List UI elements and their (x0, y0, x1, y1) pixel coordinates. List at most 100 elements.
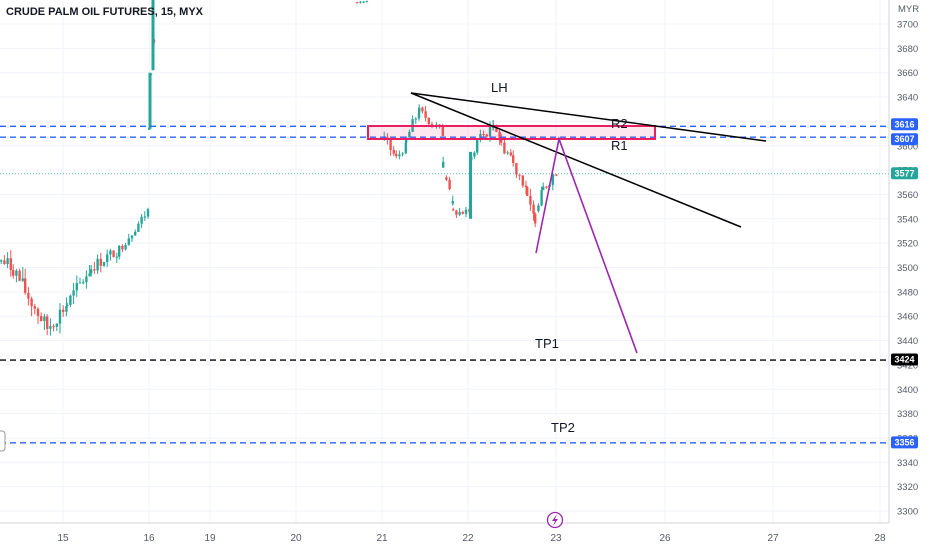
candle-body (482, 134, 485, 136)
candle-body (75, 283, 78, 291)
price-badge-text: 3424 (894, 355, 914, 365)
chart-title: CRUDE PALM OIL FUTURES, 15, MYX (6, 6, 204, 18)
candle-body (143, 216, 146, 218)
candle-body (30, 298, 33, 307)
candle-body (40, 315, 43, 321)
y-tick-label: 3460 (897, 312, 918, 323)
candle-body (492, 126, 495, 128)
trendline-upper[interactable] (410, 92, 767, 142)
candle-body (389, 139, 392, 150)
candle-body (448, 179, 451, 190)
candle-body (69, 295, 72, 305)
candle-body (24, 278, 27, 293)
candle-body (46, 316, 49, 329)
y-tick-label: 3600 (897, 141, 918, 152)
candle-body (359, 1, 362, 3)
y-tick-label: 3640 (897, 93, 918, 104)
candle-body (33, 306, 36, 309)
candles (0, 0, 558, 336)
candle-body (518, 174, 521, 176)
candle-body (362, 1, 365, 3)
candle-body (476, 139, 479, 153)
candle-body (65, 306, 68, 312)
candle-body (430, 124, 434, 126)
candle-body (537, 205, 540, 211)
candle-body (414, 118, 417, 120)
x-tick-label: 26 (659, 533, 671, 544)
candle-body (551, 176, 554, 185)
price-badge-text: 3607 (894, 134, 914, 144)
y-tick-label: 3320 (897, 482, 918, 493)
x-axis-ticks: 15 16 19 20 21 22 23 26 27 28 (57, 533, 886, 544)
candle-body (36, 308, 40, 316)
candle-body (503, 142, 506, 154)
candle-body (58, 309, 62, 324)
price-badge-text: 3356 (894, 437, 914, 447)
candle-body (404, 142, 407, 154)
candle-body (545, 186, 548, 188)
price-badge (891, 118, 918, 131)
candle-body (118, 245, 121, 257)
resistance-zone[interactable] (367, 125, 656, 140)
left-edge-marker[interactable] (0, 430, 6, 452)
currency-label: MYR (898, 4, 919, 15)
candle-body (451, 201, 454, 204)
y-tick-label: 3540 (897, 214, 918, 225)
y-tick-label: 3400 (897, 385, 918, 396)
candle-body (106, 254, 109, 263)
candle-body (398, 154, 401, 157)
y-tick-label: 3500 (897, 263, 918, 274)
annotation-tp1: TP1 (535, 336, 559, 351)
candle-body (3, 260, 6, 265)
candle-body (515, 162, 518, 175)
projection-path[interactable] (535, 136, 638, 354)
candle-body (12, 269, 15, 276)
candle-body (9, 258, 12, 270)
candle-body (49, 326, 52, 329)
candle-body (532, 204, 535, 215)
price-badge-text: 3616 (894, 119, 914, 129)
candle-body (134, 231, 137, 236)
x-tick-label: 28 (874, 533, 886, 544)
price-badges: 3616 3607 3577 3424 3356 (891, 118, 918, 449)
candle-body (93, 269, 96, 271)
candle-body (127, 238, 130, 245)
lightning-icon[interactable] (546, 511, 564, 529)
x-tick-label: 20 (290, 533, 302, 544)
trendline-lower[interactable] (410, 92, 742, 228)
candle-body (405, 137, 408, 143)
candle-body (66, 304, 69, 307)
candle-body (418, 107, 421, 113)
price-axis[interactable] (889, 0, 932, 550)
candle-body (151, 0, 155, 71)
candle-body (43, 316, 46, 321)
candle-body (552, 174, 555, 177)
candle-body (408, 131, 411, 138)
candle-body (15, 270, 18, 276)
annotation-r2: R2 (611, 116, 628, 131)
candle-body (417, 112, 421, 119)
y-tick-label: 3680 (897, 44, 918, 55)
candle-body (540, 190, 543, 206)
candle-body (102, 262, 106, 266)
candle-body (526, 187, 529, 196)
price-badge (891, 436, 918, 449)
candle-body (445, 177, 448, 180)
price-badge (891, 167, 918, 180)
candle-body (148, 72, 152, 129)
candle-body (88, 273, 91, 277)
candle-body (485, 134, 488, 137)
price-badge (891, 353, 918, 366)
candle-body (6, 258, 9, 265)
y-tick-label: 3560 (897, 190, 918, 201)
candle-body (524, 185, 528, 188)
y-tick-label: 3440 (897, 336, 918, 347)
candle-body (521, 175, 524, 186)
candle-body (542, 186, 545, 191)
candle-body (509, 152, 512, 156)
candle-body (534, 214, 537, 224)
candle-body (506, 152, 509, 154)
candle-body (498, 131, 501, 138)
